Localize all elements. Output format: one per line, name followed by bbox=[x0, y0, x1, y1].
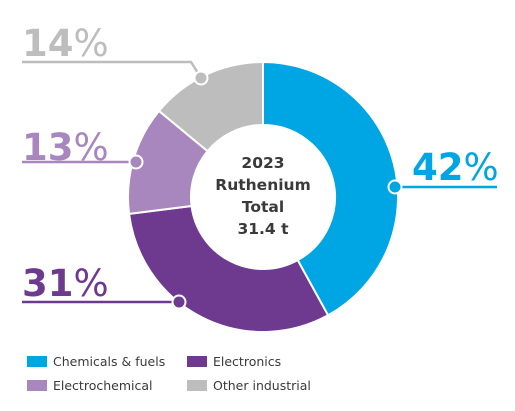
legend-label-electrochemical: Electrochemical bbox=[53, 378, 153, 393]
center-line-3: Total bbox=[242, 198, 284, 216]
slice-electronics bbox=[127, 204, 330, 333]
data-label-value: 13 bbox=[22, 126, 74, 169]
legend-swatch-electrochemical bbox=[27, 380, 47, 391]
data-label-value: 31 bbox=[22, 262, 74, 305]
slice-chemicals-fuels bbox=[262, 60, 399, 317]
center-label: 2023 Ruthenium Total 31.4 t bbox=[215, 154, 310, 238]
center-line-4: 31.4 t bbox=[237, 220, 289, 238]
legend: Chemicals & fuels Electronics Electrochemi… bbox=[27, 354, 311, 393]
leader-dot-electronics bbox=[171, 294, 187, 310]
data-label-value: 42 bbox=[412, 146, 464, 189]
legend-swatch-electronics bbox=[187, 356, 207, 367]
data-label-electronics: 31% bbox=[22, 262, 109, 305]
leaders-group: 42%31%13%14% bbox=[22, 22, 499, 310]
data-label-electrochemical: 13% bbox=[22, 126, 109, 169]
slices-group bbox=[127, 60, 399, 333]
center-line-1: 2023 bbox=[241, 154, 284, 172]
data-label-other-industrial: 14% bbox=[22, 22, 109, 65]
data-label-unit: % bbox=[464, 146, 499, 189]
legend-swatch-chemicals-fuels bbox=[27, 356, 47, 367]
leader-dot-electrochemical bbox=[128, 154, 144, 170]
data-label-chemicals-fuels: 42% bbox=[412, 146, 499, 189]
data-label-unit: % bbox=[74, 262, 109, 305]
legend-swatch-other-industrial bbox=[187, 380, 207, 391]
slice-other-industrial bbox=[157, 60, 264, 153]
legend-label-other-industrial: Other industrial bbox=[213, 378, 311, 393]
legend-label-chemicals-fuels: Chemicals & fuels bbox=[53, 354, 165, 369]
leader-dot-chemicals-fuels bbox=[387, 179, 403, 195]
legend-label-electronics: Electronics bbox=[213, 354, 281, 369]
data-label-unit: % bbox=[74, 126, 109, 169]
data-label-value: 14 bbox=[22, 22, 74, 65]
leader-dot-other-industrial bbox=[193, 70, 209, 86]
center-line-2: Ruthenium bbox=[215, 176, 310, 194]
data-label-unit: % bbox=[74, 22, 109, 65]
